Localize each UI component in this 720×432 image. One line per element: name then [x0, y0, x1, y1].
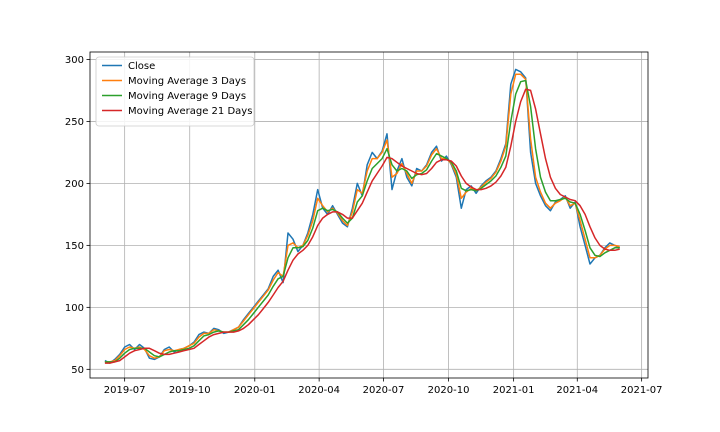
x-tick-label: 2021-04 [556, 385, 598, 396]
y-tick-label: 250 [65, 117, 84, 128]
series-layer [104, 68, 621, 364]
series-line-2 [104, 73, 620, 363]
x-tick-label: 2020-04 [298, 385, 340, 396]
x-tick-label: 2021-01 [493, 385, 535, 396]
legend-label: Moving Average 9 Days [128, 91, 246, 102]
legend: Close Moving Average 3 Days Moving Average… [95, 56, 255, 127]
legend-label: Close [128, 61, 155, 72]
legend-label: Moving Average 3 Days [128, 76, 246, 87]
x-tick-label: 2020-10 [428, 385, 470, 396]
y-tick-label: 200 [65, 179, 84, 190]
x-tick-label: 2021-07 [621, 385, 663, 396]
series-line-3 [104, 79, 620, 363]
y-tick-label: 50 [71, 365, 84, 376]
legend-label: Moving Average 21 Days [128, 106, 252, 117]
y-tick-label: 150 [65, 241, 84, 252]
axis-ticks: 2019-07 2019-10 2020-01 2020-04 2020-07 2020-… [65, 55, 663, 396]
x-tick-label: 2019-10 [169, 385, 211, 396]
x-tick-label: 2020-01 [234, 385, 276, 396]
legend-box [95, 56, 255, 127]
y-tick-label: 300 [65, 55, 84, 66]
series-line-4 [104, 88, 620, 364]
x-tick-label: 2020-07 [363, 385, 405, 396]
x-tick-label: 2019-07 [104, 385, 146, 396]
plot-frame [89, 51, 649, 379]
y-tick-label: 100 [65, 303, 84, 314]
